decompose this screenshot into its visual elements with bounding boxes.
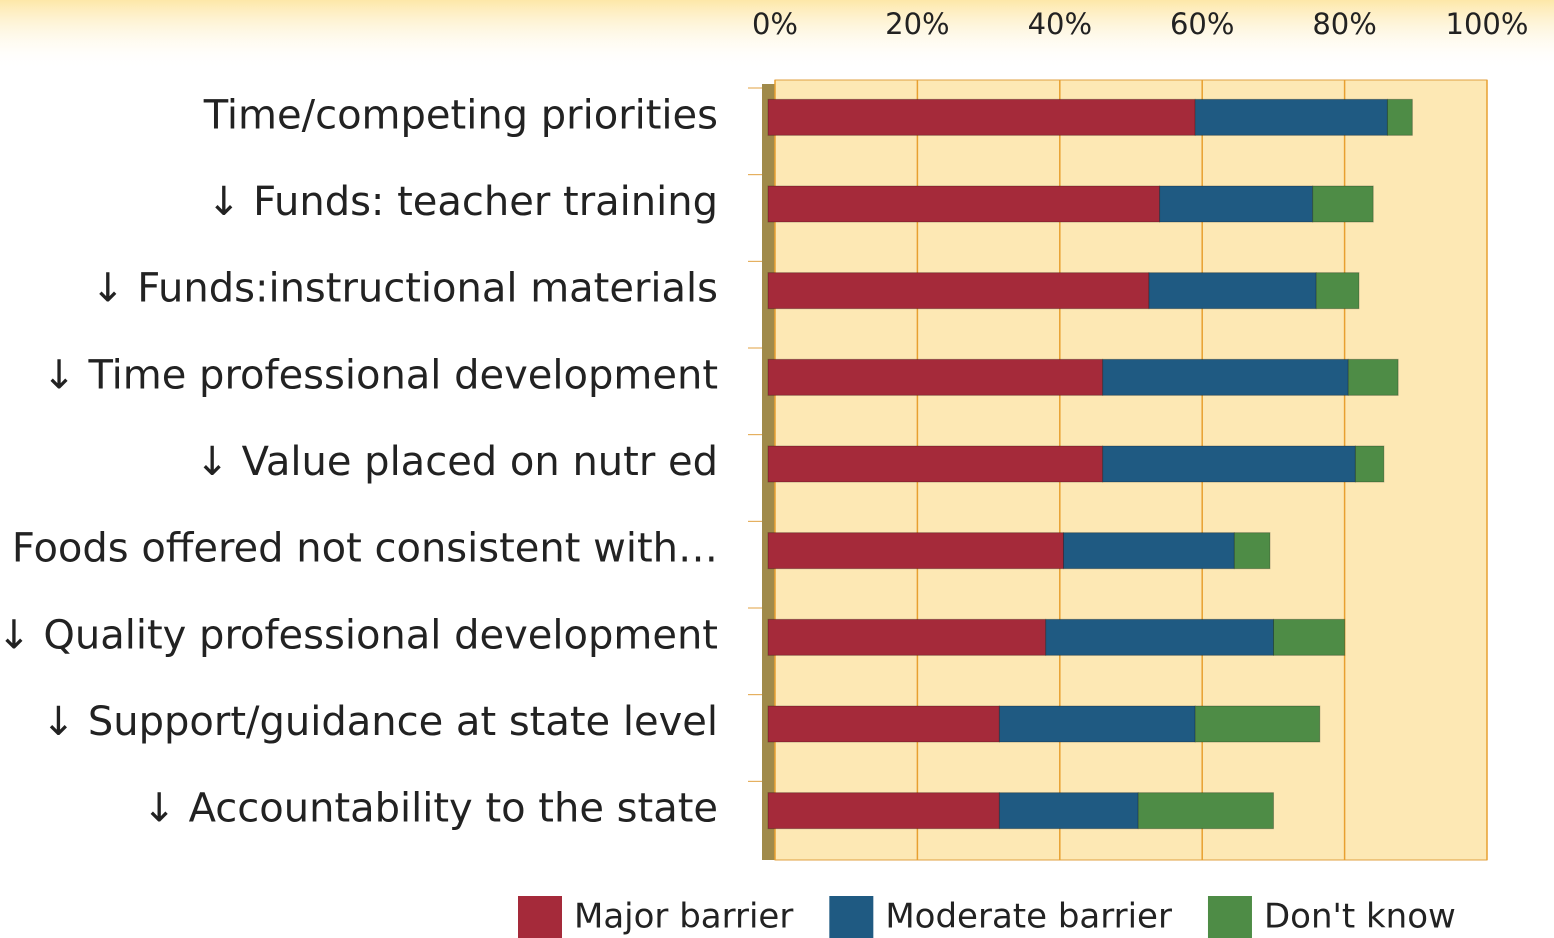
legend-label: Major barrier <box>574 897 793 937</box>
legend-label: Moderate barrier <box>885 897 1172 937</box>
bar-segment <box>767 618 1047 656</box>
bar-segment <box>1354 445 1385 483</box>
x-tick-label: 80% <box>1312 7 1376 41</box>
bar-segment <box>767 532 1064 570</box>
x-tick-label: 20% <box>885 7 949 41</box>
bar-segment <box>1159 185 1314 223</box>
bar-segment <box>1137 792 1275 830</box>
legend-swatch <box>518 896 562 938</box>
bar-segment <box>998 705 1196 743</box>
category-label: Time/competing priorities <box>203 92 718 138</box>
bar-segment <box>1386 98 1413 136</box>
bar-segment <box>767 272 1150 310</box>
x-tick-label: 40% <box>1028 7 1092 41</box>
legend-label: Don't know <box>1264 897 1456 937</box>
bar-segment <box>1102 445 1356 483</box>
bar-segment <box>1233 532 1271 570</box>
bar-segment <box>767 358 1104 396</box>
legend-swatch <box>1207 896 1252 938</box>
category-label: Foods offered not consistent with… <box>12 526 718 572</box>
bar-segment <box>1102 358 1349 396</box>
category-label: ↓ Time professional development <box>42 352 718 398</box>
bar-segment <box>1062 532 1235 570</box>
bar-segment <box>767 98 1196 136</box>
bar-segment <box>1148 272 1317 310</box>
bar-segment <box>767 705 1000 743</box>
bar-segment <box>998 792 1139 830</box>
bar-segment <box>767 185 1161 223</box>
header-glow <box>0 0 1554 70</box>
bar-segment <box>767 792 1000 830</box>
bar-segment <box>767 445 1104 483</box>
bar-segment <box>1045 618 1275 656</box>
category-label: ↓ Funds: teacher training <box>207 179 718 225</box>
bar-segment <box>1312 185 1374 223</box>
legend-swatch <box>829 896 874 938</box>
category-label: ↓ Quality professional development <box>0 612 718 658</box>
category-label: ↓ Funds:instructional materials <box>91 266 718 312</box>
bar-segment <box>1194 705 1321 743</box>
bar-segment <box>1315 272 1360 310</box>
bar-segment <box>1273 618 1346 656</box>
category-label: ↓ Accountability to the state <box>142 786 718 832</box>
bar-segment <box>1347 358 1399 396</box>
x-tick-label: 0% <box>752 7 798 41</box>
x-tick-label: 100% <box>1446 7 1529 41</box>
bar-segment <box>1194 98 1388 136</box>
category-label: ↓ Value placed on nutr ed <box>195 439 718 485</box>
category-label: ↓ Support/guidance at state level <box>42 699 718 745</box>
x-tick-label: 60% <box>1170 7 1234 41</box>
